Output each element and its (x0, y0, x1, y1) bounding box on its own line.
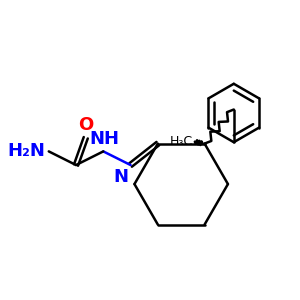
Text: O: O (78, 116, 93, 134)
Text: N: N (114, 168, 129, 186)
Text: H₃C: H₃C (170, 135, 193, 148)
Text: NH: NH (89, 130, 119, 148)
Text: H₂N: H₂N (7, 142, 45, 160)
